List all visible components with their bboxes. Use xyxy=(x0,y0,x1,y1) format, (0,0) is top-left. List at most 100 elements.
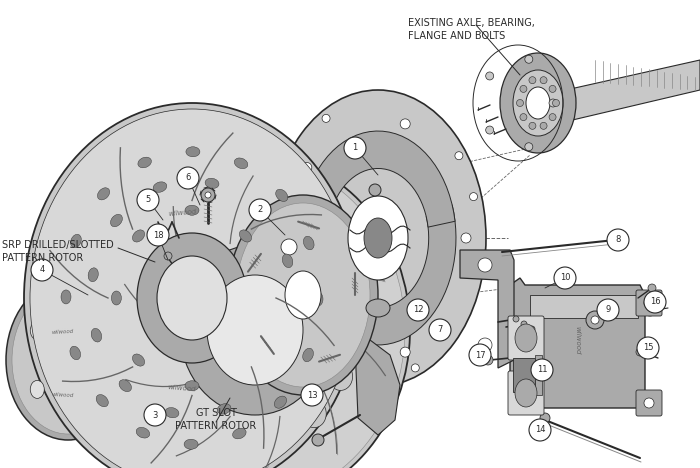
Ellipse shape xyxy=(328,270,353,298)
Circle shape xyxy=(554,267,576,289)
Ellipse shape xyxy=(30,322,44,340)
Text: 16: 16 xyxy=(650,298,660,307)
Circle shape xyxy=(302,304,312,314)
Circle shape xyxy=(540,122,547,129)
Circle shape xyxy=(400,347,410,357)
Ellipse shape xyxy=(71,234,81,248)
Polygon shape xyxy=(510,278,645,408)
Circle shape xyxy=(322,114,330,122)
Ellipse shape xyxy=(185,381,199,391)
Ellipse shape xyxy=(12,286,124,434)
Polygon shape xyxy=(530,60,700,130)
Circle shape xyxy=(31,259,53,281)
Ellipse shape xyxy=(364,218,392,258)
Circle shape xyxy=(137,189,159,211)
Text: EXISTING AXLE, BEARING,
FLANGE AND BOLTS: EXISTING AXLE, BEARING, FLANGE AND BOLTS xyxy=(408,18,535,41)
Circle shape xyxy=(177,167,199,189)
Circle shape xyxy=(520,85,527,92)
Text: 12: 12 xyxy=(413,306,424,314)
Ellipse shape xyxy=(264,420,288,448)
Ellipse shape xyxy=(328,362,353,390)
Ellipse shape xyxy=(158,362,181,390)
Ellipse shape xyxy=(239,230,251,242)
Ellipse shape xyxy=(186,147,200,157)
Ellipse shape xyxy=(61,290,71,304)
Ellipse shape xyxy=(205,178,219,189)
Circle shape xyxy=(164,252,172,260)
Circle shape xyxy=(478,338,492,352)
Ellipse shape xyxy=(366,299,390,317)
Text: 18: 18 xyxy=(153,231,163,240)
Circle shape xyxy=(607,229,629,251)
Ellipse shape xyxy=(158,270,181,298)
Ellipse shape xyxy=(105,160,405,468)
Ellipse shape xyxy=(285,271,321,319)
Circle shape xyxy=(412,364,419,372)
Polygon shape xyxy=(513,358,535,392)
Text: 9: 9 xyxy=(606,306,610,314)
Circle shape xyxy=(525,143,533,151)
Ellipse shape xyxy=(73,399,87,417)
Ellipse shape xyxy=(185,205,199,215)
Circle shape xyxy=(144,404,166,426)
Ellipse shape xyxy=(73,303,87,322)
Circle shape xyxy=(520,114,527,121)
Circle shape xyxy=(201,188,215,202)
Ellipse shape xyxy=(239,354,251,366)
Ellipse shape xyxy=(338,316,362,344)
Ellipse shape xyxy=(99,351,113,369)
Circle shape xyxy=(312,434,324,446)
Circle shape xyxy=(302,162,312,173)
Ellipse shape xyxy=(97,188,110,200)
Circle shape xyxy=(540,77,547,84)
Circle shape xyxy=(486,72,493,80)
Ellipse shape xyxy=(24,103,360,468)
Ellipse shape xyxy=(207,275,303,385)
Circle shape xyxy=(636,348,644,356)
Ellipse shape xyxy=(48,334,88,386)
Circle shape xyxy=(285,297,293,305)
Circle shape xyxy=(597,299,619,321)
Circle shape xyxy=(407,299,429,321)
Circle shape xyxy=(610,237,620,247)
Polygon shape xyxy=(530,295,638,318)
Ellipse shape xyxy=(302,232,326,260)
Circle shape xyxy=(586,311,604,329)
Circle shape xyxy=(281,239,297,255)
Ellipse shape xyxy=(184,439,198,449)
Ellipse shape xyxy=(132,354,145,366)
Ellipse shape xyxy=(180,245,330,415)
Ellipse shape xyxy=(88,268,98,282)
Polygon shape xyxy=(528,80,565,130)
Circle shape xyxy=(483,355,493,365)
Circle shape xyxy=(478,258,492,272)
Circle shape xyxy=(455,152,463,160)
FancyBboxPatch shape xyxy=(508,371,544,415)
Circle shape xyxy=(644,298,654,308)
Ellipse shape xyxy=(111,291,121,305)
Ellipse shape xyxy=(138,157,151,168)
Circle shape xyxy=(529,77,536,84)
Circle shape xyxy=(344,137,366,159)
Circle shape xyxy=(549,114,556,121)
Text: 15: 15 xyxy=(643,344,653,352)
Text: 1: 1 xyxy=(352,144,358,153)
Circle shape xyxy=(549,99,557,107)
Ellipse shape xyxy=(96,395,108,407)
Ellipse shape xyxy=(270,90,486,386)
Circle shape xyxy=(644,291,666,313)
Ellipse shape xyxy=(236,203,370,387)
Circle shape xyxy=(461,233,471,243)
Text: 10: 10 xyxy=(560,273,570,283)
Ellipse shape xyxy=(262,291,272,305)
Ellipse shape xyxy=(100,155,410,468)
FancyBboxPatch shape xyxy=(636,390,662,416)
Ellipse shape xyxy=(157,256,227,340)
Ellipse shape xyxy=(111,214,122,227)
Polygon shape xyxy=(300,131,455,271)
Ellipse shape xyxy=(91,329,101,342)
Ellipse shape xyxy=(222,420,246,448)
Ellipse shape xyxy=(526,87,550,119)
Polygon shape xyxy=(268,215,310,278)
Text: wilwood: wilwood xyxy=(167,209,197,217)
